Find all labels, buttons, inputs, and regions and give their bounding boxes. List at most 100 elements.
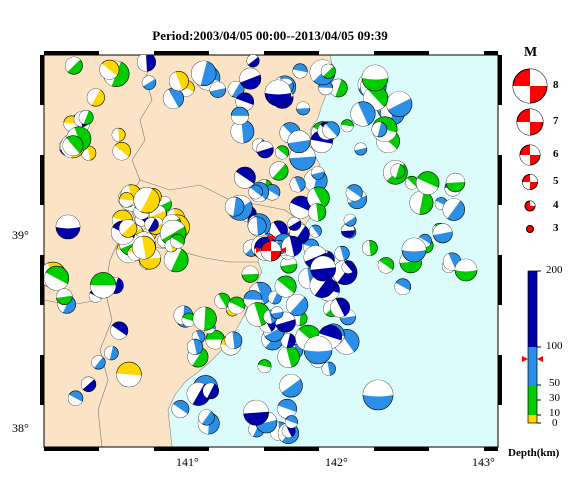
beachball — [214, 292, 231, 309]
beachball — [191, 60, 217, 87]
beachball — [292, 63, 308, 79]
beachball — [289, 195, 313, 219]
beachball — [62, 135, 84, 157]
beachball — [80, 376, 97, 392]
beachball — [141, 75, 157, 90]
beachball — [181, 312, 196, 327]
beachball — [78, 110, 94, 125]
beachball — [345, 184, 363, 202]
beachball — [361, 64, 389, 92]
beachball — [275, 145, 290, 160]
beachball — [362, 379, 394, 411]
beachball — [321, 361, 336, 376]
beachball — [308, 203, 327, 222]
beachball — [289, 176, 306, 193]
mag-label-8: 8 — [553, 79, 559, 91]
beachball — [162, 87, 184, 110]
beachball — [280, 256, 298, 274]
beachball — [270, 306, 284, 320]
beachball — [104, 345, 119, 361]
beachball — [409, 190, 434, 215]
beachball — [274, 275, 297, 298]
beachball — [205, 329, 225, 350]
beachball — [227, 296, 246, 315]
lon-label-141: 141° — [176, 455, 199, 469]
depth-label-0: 0 — [552, 417, 558, 429]
beachball — [186, 338, 204, 355]
beachball — [454, 258, 478, 282]
magnitude-legend — [512, 68, 548, 233]
beachball — [257, 359, 272, 374]
mainshock-depth-marker-right — [537, 356, 543, 362]
beachball — [227, 80, 245, 98]
beachball — [322, 121, 340, 139]
beachball — [432, 223, 453, 244]
mag-4-ball — [524, 200, 536, 212]
beachball — [170, 233, 185, 249]
beachball — [401, 237, 427, 263]
beachball — [116, 361, 142, 388]
frame-ticks — [40, 51, 502, 451]
beachball — [209, 81, 226, 98]
beachball — [330, 297, 351, 318]
beachball — [118, 219, 138, 238]
mag-label-4: 4 — [553, 199, 559, 211]
beachball — [55, 214, 81, 240]
depth-unit-label: Depth(km) — [508, 447, 560, 459]
beachball — [311, 166, 325, 180]
beachball — [112, 141, 131, 161]
beachball — [279, 374, 303, 398]
beachball — [86, 88, 105, 107]
beachball — [350, 101, 376, 127]
beachball — [296, 101, 311, 116]
depth-label-200: 200 — [546, 264, 563, 276]
beachball — [243, 399, 269, 426]
lon-label-143: 143° — [472, 455, 495, 469]
beachball — [310, 130, 333, 153]
beachball — [394, 278, 412, 295]
beachball — [442, 198, 466, 221]
lon-label-142: 142° — [325, 455, 348, 469]
beachball — [247, 216, 267, 236]
beachball — [264, 79, 292, 107]
beachball — [362, 240, 378, 256]
beachball — [111, 127, 126, 142]
lat-label-38: 38° — [12, 421, 29, 435]
beachball — [340, 119, 354, 133]
beachball — [280, 333, 296, 349]
beachball — [44, 265, 70, 291]
beachball — [90, 272, 117, 299]
lat-label-39: 39° — [12, 228, 29, 242]
beachball — [269, 161, 289, 181]
beachball — [329, 78, 348, 98]
beachball — [132, 235, 156, 260]
beachball — [343, 213, 357, 227]
beachball — [256, 140, 274, 159]
focal-mechanisms — [44, 55, 478, 445]
mainshock-beachball — [256, 236, 286, 262]
map-title: Period:2003/04/05 00:00--2013/04/05 09:3… — [152, 28, 388, 43]
beachball — [309, 224, 322, 238]
beachball — [286, 293, 309, 317]
beachball — [320, 63, 336, 79]
beachball — [287, 130, 311, 154]
beachball — [310, 255, 336, 282]
beachball — [415, 171, 440, 195]
beachball — [245, 302, 271, 327]
beachball — [239, 67, 262, 90]
beachball — [341, 260, 356, 274]
beachball — [405, 175, 419, 190]
beachball — [445, 172, 466, 193]
mag-6-ball — [519, 144, 541, 166]
beachball — [119, 192, 135, 208]
mag-5-ball — [522, 174, 538, 190]
beachball — [241, 265, 259, 283]
beachball — [230, 106, 249, 125]
beachball — [277, 398, 297, 419]
beachball — [144, 217, 159, 232]
beachball — [192, 306, 217, 331]
beachball — [334, 245, 350, 262]
mag-label-3: 3 — [553, 222, 559, 234]
depth-label-10: 10 — [549, 407, 560, 419]
